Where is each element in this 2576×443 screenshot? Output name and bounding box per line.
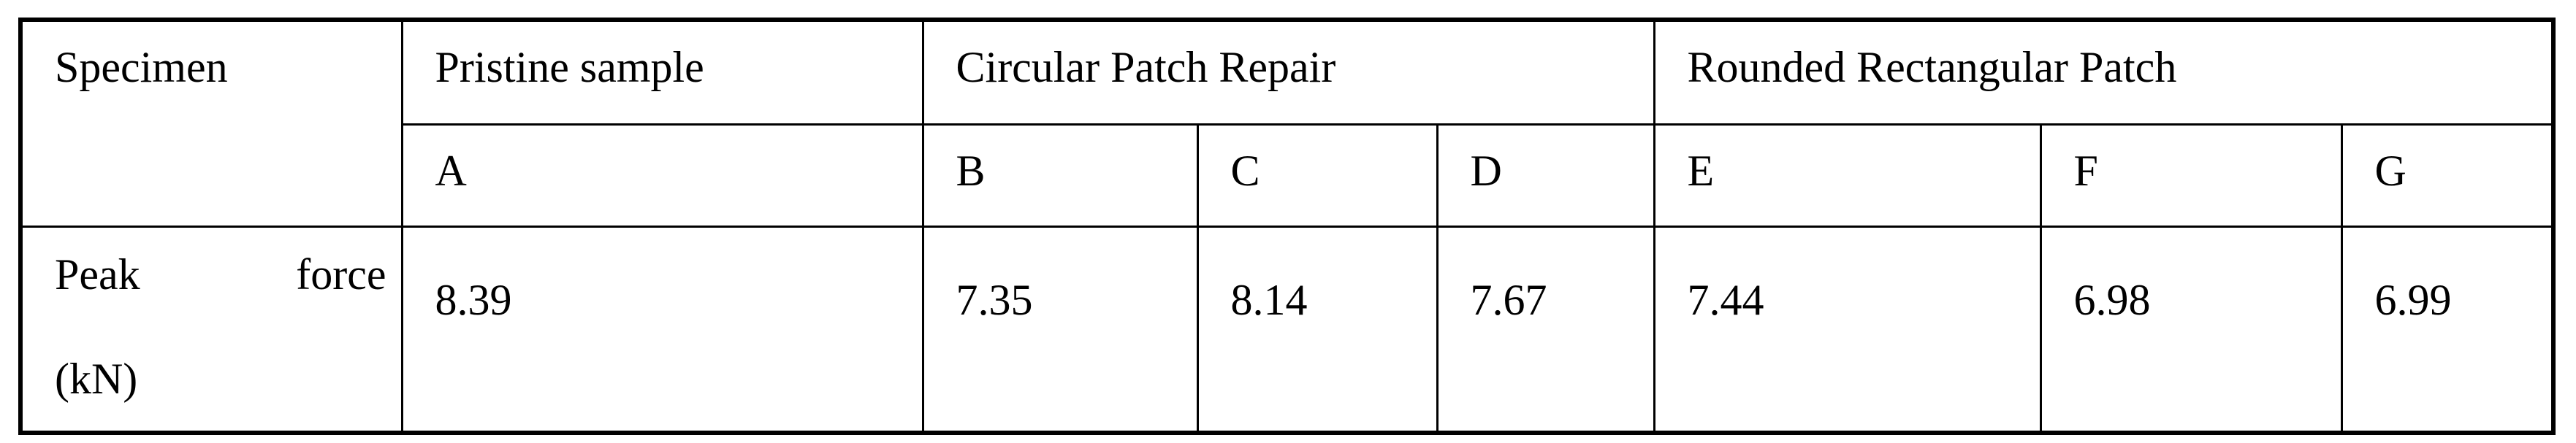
value-cell: 7.44 (1653, 226, 2042, 434)
row-label: Peak force (kN) (19, 226, 403, 434)
id-cell: E (1653, 123, 2042, 228)
id-cell: G (2340, 123, 2555, 228)
row-label-line2: (kN) (55, 355, 138, 403)
value-cell: 7.67 (1436, 226, 1655, 434)
group-rounded-rect: Rounded Rectangular Patch (1653, 18, 2555, 126)
id-cell: F (2039, 123, 2343, 228)
specimen-header: Specimen (19, 18, 403, 228)
value-cell: 8.14 (1196, 226, 1438, 434)
id-cell: D (1436, 123, 1655, 228)
id-cell: B (921, 123, 1199, 228)
group-pristine: Pristine sample (400, 18, 924, 126)
data-row-peak-force: Peak force (kN) 8.39 7.35 8.14 7.67 7.44… (19, 226, 2555, 434)
row-label-line1: Peak force (55, 250, 386, 298)
header-row-ids: A B C D E F G (20, 123, 2555, 228)
id-cell: A (400, 123, 924, 228)
value-cell: 7.35 (921, 226, 1199, 434)
value-cell: 8.39 (400, 226, 924, 434)
peak-force-table: Specimen Pristine sample Circular Patch … (18, 18, 2556, 435)
header-row-groups: Specimen Pristine sample Circular Patch … (19, 18, 2555, 228)
group-circular: Circular Patch Repair (921, 18, 1655, 126)
value-cell: 6.99 (2340, 226, 2555, 434)
value-cell: 6.98 (2039, 226, 2343, 434)
id-cell: C (1196, 123, 1438, 228)
